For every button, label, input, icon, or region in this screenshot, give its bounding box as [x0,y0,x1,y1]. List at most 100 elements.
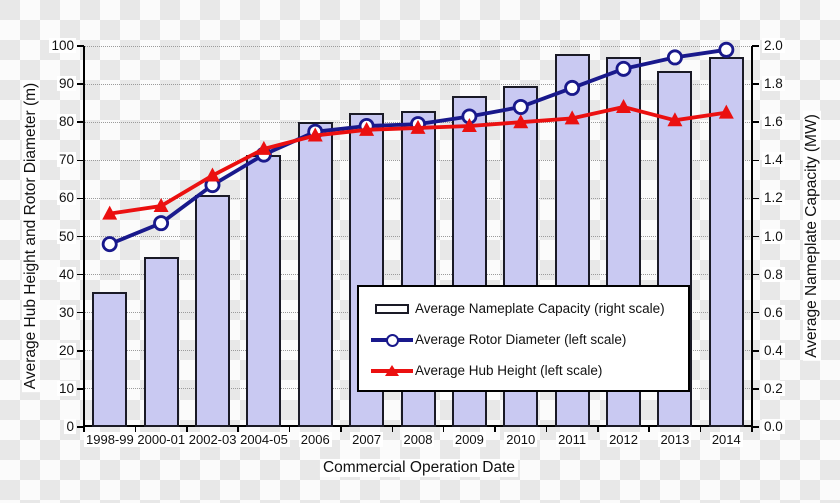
bar [143,257,179,427]
x-axis-tick [186,427,188,432]
y-axis-left-tick [77,235,84,238]
x-axis-tick [648,427,650,432]
y-axis-right-tick-label: 1.8 [762,76,785,92]
x-axis-tick [237,427,239,432]
y-axis-right-tick [752,273,759,276]
y-axis-left-tick [77,45,84,47]
y-axis-right-tick-label: 0.0 [762,419,785,434]
y-axis-right-tick-label: 0.4 [762,342,785,358]
x-axis-tick [442,427,445,432]
x-axis-tick [751,427,753,432]
hub-height-point [153,198,169,213]
x-axis-tick [597,427,599,432]
gridline [84,83,752,85]
x-axis-category-label: 2002-03 [186,432,239,447]
y-axis-left-tick [77,197,84,200]
legend-item-rotor-diameter: Average Rotor Diameter (left scale) [371,324,688,355]
x-axis-tick [545,427,548,432]
bar [708,57,744,427]
x-axis-category-label: 2014 [709,432,743,447]
x-axis-category-label: 2011 [556,432,589,447]
right-axis-title: Average Nameplate Capacity (MW) [803,111,821,361]
y-axis-left-tick-label: 20 [56,342,76,358]
rotor-diameter-point [204,177,221,194]
y-axis-right-tick-label: 2.0 [762,38,785,53]
y-axis-right-tick-label: 1.6 [762,114,785,130]
legend-triangle-marker-icon [385,364,399,376]
x-axis-title: Commercial Operation Date [319,459,519,477]
bar [297,122,333,427]
y-axis-right-tick-label: 1.4 [762,152,785,168]
x-axis-category-label: 2013 [658,432,692,447]
legend-swatch-bar [375,303,409,314]
x-axis-tick [699,427,702,432]
y-axis-left-tick [77,311,84,314]
y-axis-left-tick-label: 40 [56,266,76,282]
y-axis-left-line [83,46,85,427]
legend-label-hub-height: Average Hub Height (left scale) [415,363,603,378]
y-axis-left-tick [77,159,84,162]
x-axis-category-label: 2010 [504,432,538,447]
y-axis-right-tick [752,159,759,162]
legend-circle-marker-icon [386,333,399,347]
y-axis-right-tick-label: 0.8 [762,266,785,282]
y-axis-right-tick [752,426,759,428]
y-axis-left-tick-label: 70 [56,152,76,168]
x-axis-tick [83,427,85,432]
legend-label-nameplate-capacity: Average Nameplate Capacity (right scale) [415,301,665,316]
y-axis-left-tick-label: 50 [56,228,76,244]
x-axis-category-label: 1998-99 [84,432,136,447]
hub-height-point [102,205,118,220]
y-axis-left-tick-label: 60 [56,190,76,206]
y-axis-right-tick [752,83,759,85]
y-axis-left-tick [77,121,84,123]
y-axis-left-tick [77,350,84,352]
y-axis-right-tick [752,235,759,238]
rotor-diameter-point [153,215,170,232]
x-axis-tick [391,427,394,432]
x-axis-category-label: 2004-05 [238,432,290,447]
y-axis-left-tick-label: 80 [56,114,76,130]
y-axis-left-tick [77,273,84,276]
rotor-diameter-point [101,236,118,253]
y-axis-right-tick [752,350,759,352]
y-axis-right-tick [752,45,759,47]
x-axis-tick [288,427,291,432]
legend-item-nameplate-capacity: Average Nameplate Capacity (right scale) [371,293,688,324]
hub-height-point [256,140,272,155]
hub-height-point [204,167,220,182]
x-axis-category-label: 2006 [298,432,332,447]
legend-label-rotor-diameter: Average Rotor Diameter (left scale) [415,332,627,347]
x-axis-tick [494,427,496,432]
y-axis-left-tick [77,83,84,85]
legend: Average Nameplate Capacity (right scale)… [357,285,690,392]
y-axis-left-tick-label: 100 [49,38,76,53]
y-axis-right-tick [752,121,759,123]
y-axis-right-tick-label: 0.2 [762,380,785,396]
y-axis-left-tick-label: 0 [64,419,76,434]
legend-item-hub-height: Average Hub Height (left scale) [371,355,688,386]
x-axis-tick [134,427,137,432]
y-axis-right-tick-label: 1.2 [762,190,785,206]
y-axis-right-tick-label: 0.6 [762,304,785,320]
rotor-diameter-point [666,49,683,66]
x-axis-category-label: 2000-01 [135,432,188,447]
y-axis-left-tick [77,426,84,428]
y-axis-left-tick-label: 90 [56,76,76,92]
x-axis-tick [340,427,342,432]
bar [92,291,128,427]
y-axis-right-tick-label: 1.0 [762,228,785,244]
x-axis-category-label: 2009 [452,432,486,447]
y-axis-left-tick-label: 30 [56,304,76,320]
y-axis-right-tick [752,197,759,200]
x-axis-category-label: 2008 [401,432,435,447]
bar [194,194,230,427]
y-axis-right-tick [752,388,759,390]
x-axis-category-label: 2007 [350,432,384,447]
bar [246,154,282,427]
y-axis-left-tick-label: 10 [56,380,76,396]
y-axis-left-tick [77,388,84,390]
gridline [84,45,752,47]
y-axis-right-tick [752,311,759,314]
